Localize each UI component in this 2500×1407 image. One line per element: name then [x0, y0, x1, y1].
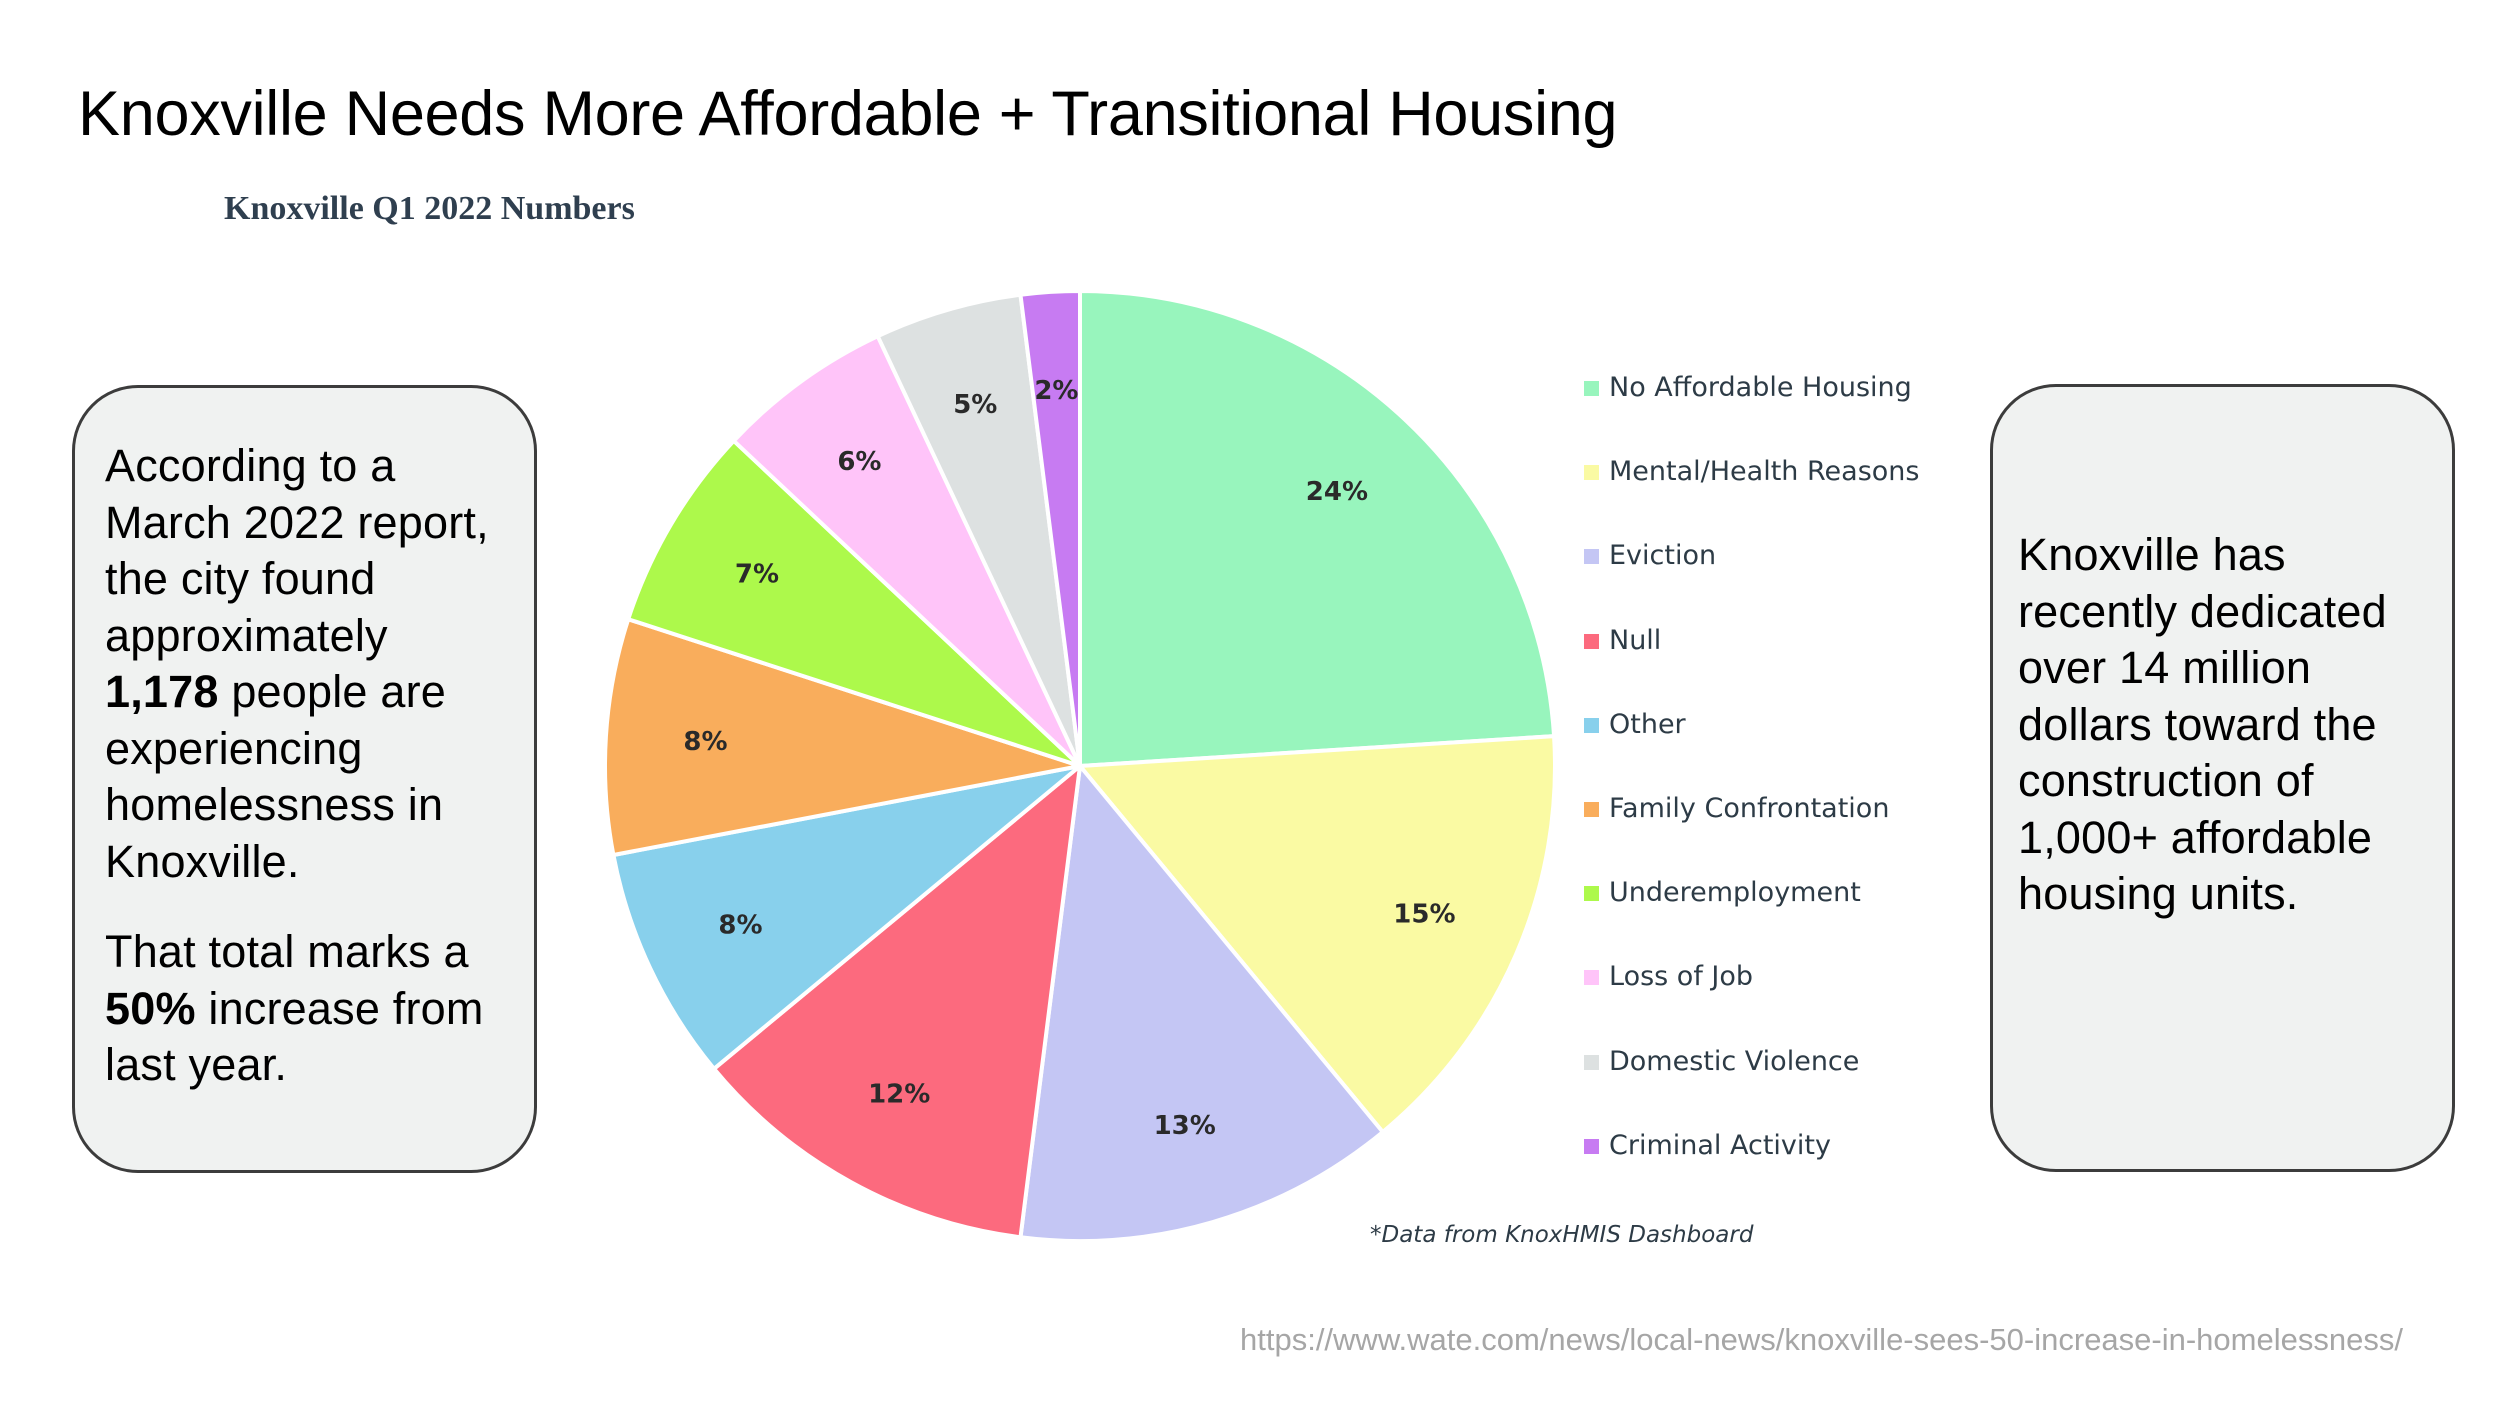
legend-label: Domestic Violence [1609, 1045, 1860, 1077]
legend-label: Eviction [1609, 540, 1717, 572]
legend-item-mental-health-reasons: Mental/Health Reasons [1584, 452, 1919, 536]
increase-percent: 50% [105, 982, 196, 1034]
legend-label: No Affordable Housing [1609, 372, 1912, 403]
callout-increase-text-end: increase from last year. [105, 982, 484, 1091]
funding-callout: Knoxville has recently dedicated over 14… [1990, 384, 2455, 1172]
chart-title: Knoxville Q1 2022 Numbers [224, 190, 635, 227]
callout-report-text: According to a March 2022 report, the ci… [105, 438, 504, 890]
pie-label-underemployment: 7% [735, 560, 779, 590]
chart-legend: No Affordable Housing Mental/Health Reaso… [1584, 368, 1919, 1210]
slide-title: Knoxville Needs More Affordable + Transi… [78, 79, 1618, 149]
pie-label-criminal-activity: 2% [1034, 376, 1078, 406]
pie-slice-underemployment [626, 438, 1082, 768]
homelessness-stats-callout: According to a March 2022 report, the ci… [72, 385, 537, 1173]
legend-swatch [1584, 633, 1599, 649]
pie-label-eviction: 13% [1154, 1111, 1216, 1141]
pie-label-loss-of-job: 6% [837, 447, 881, 477]
legend-label: Family Confrontation [1609, 792, 1890, 824]
legend-label: Loss of Job [1609, 961, 1754, 993]
pie-slice-null [712, 764, 1082, 1240]
legend-item-null: Null [1584, 621, 1919, 705]
legend-item-eviction: Eviction [1584, 536, 1919, 620]
legend-swatch [1584, 465, 1599, 481]
callout-increase-text: That total marks a 50% increase from las… [105, 924, 504, 1094]
legend-label: Mental/Health Reasons [1609, 456, 1920, 488]
pie-label-domestic-violence: 5% [953, 390, 997, 420]
pie-slice-family-confrontation [603, 617, 1082, 858]
funding-text: Knoxville has recently dedicated over 14… [2018, 529, 2387, 919]
pie-slice-domestic-violence [875, 292, 1082, 768]
pie-slice-eviction [1018, 764, 1385, 1243]
legend-item-criminal-activity: Criminal Activity [1584, 1126, 1919, 1210]
callout-report-text-start: According to a March 2022 report, the ci… [105, 440, 489, 661]
legend-swatch [1584, 886, 1599, 902]
pie-label-null: 12% [868, 1079, 930, 1109]
legend-label: Criminal Activity [1609, 1129, 1831, 1161]
pie-slice-no-affordable-housing [1078, 289, 1557, 768]
legend-item-loss-of-job: Loss of Job [1584, 957, 1919, 1041]
legend-item-underemployment: Underemployment [1584, 873, 1919, 957]
data-source-note: *Data from KnoxHMIS Dashboard [1370, 1222, 1754, 1248]
legend-swatch [1584, 717, 1599, 733]
legend-item-domestic-violence: Domestic Violence [1584, 1042, 1919, 1126]
pie-label-mental-health-reasons: 15% [1393, 900, 1455, 930]
legend-item-other: Other [1584, 705, 1919, 789]
legend-swatch [1584, 1138, 1599, 1154]
legend-label: Other [1609, 708, 1686, 740]
callout-report-text-end: people are experiencing homelessness in … [105, 666, 447, 887]
legend-item-family-confrontation: Family Confrontation [1584, 789, 1919, 873]
pie-slice-other [611, 764, 1082, 1071]
legend-label: Null [1609, 624, 1662, 656]
pie-slice-loss-of-job [731, 334, 1082, 768]
legend-swatch [1584, 1054, 1599, 1070]
callout-increase-text-start: That total marks a [105, 926, 469, 977]
homeless-count: 1,178 [105, 666, 219, 717]
legend-item-no-affordable-housing: No Affordable Housing [1584, 368, 1919, 452]
pie-slice-criminal-activity [1018, 289, 1082, 768]
pie-label-no-affordable-housing: 24% [1306, 477, 1368, 507]
source-url: https://www.wate.com/news/local-news/kno… [1240, 1322, 2403, 1357]
legend-swatch [1584, 801, 1599, 817]
legend-swatch [1584, 970, 1599, 986]
legend-swatch [1584, 381, 1599, 396]
legend-swatch [1584, 549, 1599, 565]
pie-chart: 24% 15% 13% 12% 8% 8% 7% 6% 5% 2% [603, 289, 1557, 1243]
pie-label-other: 8% [718, 910, 762, 940]
pie-label-family-confrontation: 8% [683, 727, 727, 757]
legend-label: Underemployment [1609, 877, 1861, 909]
pie-slice-mental-health-reasons [1078, 734, 1557, 1134]
